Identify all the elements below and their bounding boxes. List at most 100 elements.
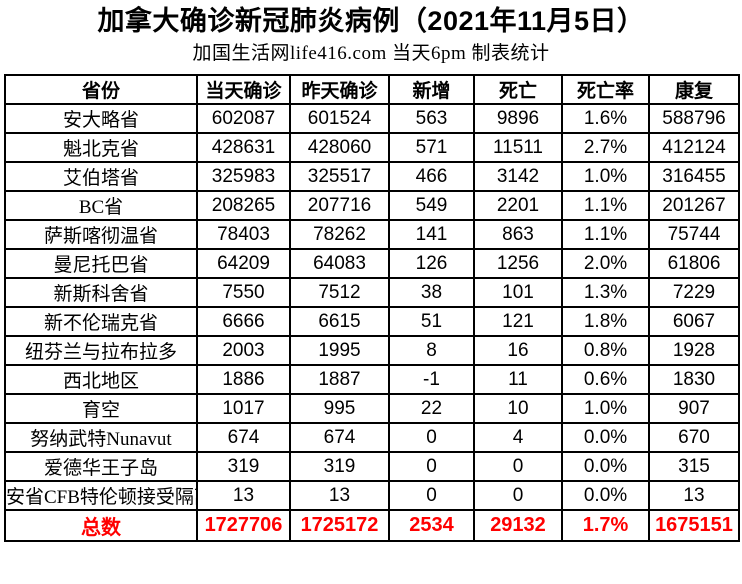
stat-value: 907 [648, 393, 740, 424]
stat-value: 13 [648, 480, 740, 511]
stat-value: 319 [196, 451, 291, 482]
stat-value: 11 [473, 364, 563, 395]
stat-value: 601524 [289, 103, 390, 134]
stat-value: 0 [388, 451, 475, 482]
table-row: 西北地区 1886 1887 -1 11 0.6% 1830 [4, 364, 740, 395]
province-name: 育空 [4, 393, 198, 424]
stat-value: 1.1% [561, 190, 650, 221]
stat-value: 1017 [196, 393, 291, 424]
stat-value: 6067 [648, 306, 740, 337]
stat-value: 325517 [289, 161, 390, 192]
stat-value: 412124 [648, 132, 740, 163]
total-value: 1675151 [648, 509, 740, 542]
table-row: 艾伯塔省 325983 325517 466 3142 1.0% 316455 [4, 161, 740, 192]
province-name: 安省CFB特伦顿接受隔离 [4, 480, 198, 511]
stat-value: 61806 [648, 248, 740, 279]
table-header-row: 省份 当天确诊 昨天确诊 新增 死亡 死亡率 康复 [4, 74, 740, 105]
stat-value: 3142 [473, 161, 563, 192]
stat-value: 563 [388, 103, 475, 134]
stat-value: 64209 [196, 248, 291, 279]
stat-value: 0.6% [561, 364, 650, 395]
stat-value: 0 [473, 480, 563, 511]
stat-value: 6615 [289, 306, 390, 337]
total-value: 29132 [473, 509, 563, 542]
table-row: 育空 1017 995 22 10 1.0% 907 [4, 393, 740, 424]
page-title: 加拿大确诊新冠肺炎病例（2021年11月5日） [97, 6, 645, 36]
province-name: 安大略省 [4, 103, 198, 134]
stat-value: 11511 [473, 132, 563, 163]
stat-value: 2003 [196, 335, 291, 366]
table-row: 安省CFB特伦顿接受隔离 13 13 0 0 0.0% 13 [4, 480, 740, 511]
province-name: 艾伯塔省 [4, 161, 198, 192]
table-row: 爱德华王子岛 319 319 0 0 0.0% 315 [4, 451, 740, 482]
column-header-0: 省份 [4, 74, 198, 105]
stat-value: 0 [473, 451, 563, 482]
column-header-1: 当天确诊 [196, 74, 291, 105]
stat-value: 208265 [196, 190, 291, 221]
stat-value: 64083 [289, 248, 390, 279]
table-row: 魁北克省 428631 428060 571 11511 2.7% 412124 [4, 132, 740, 163]
stat-value: 9896 [473, 103, 563, 134]
stat-value: 602087 [196, 103, 291, 134]
table-row: 萨斯喀彻温省 78403 78262 141 863 1.1% 75744 [4, 219, 740, 250]
stat-value: 207716 [289, 190, 390, 221]
stat-value: 0 [388, 422, 475, 453]
province-name: 爱德华王子岛 [4, 451, 198, 482]
table-row: 新斯科舍省 7550 7512 38 101 1.3% 7229 [4, 277, 740, 308]
table-row: 努纳武特Nunavut 674 674 0 4 0.0% 670 [4, 422, 740, 453]
stat-value: 38 [388, 277, 475, 308]
stat-value: -1 [388, 364, 475, 395]
stat-value: 22 [388, 393, 475, 424]
province-name: 新斯科舍省 [4, 277, 198, 308]
stat-value: 201267 [648, 190, 740, 221]
stat-value: 7229 [648, 277, 740, 308]
covid-stats-table: 省份 当天确诊 昨天确诊 新增 死亡 死亡率 康复 安大略省 602087 601524 563 9… [4, 74, 740, 542]
stat-value: 141 [388, 219, 475, 250]
column-header-6: 康复 [648, 74, 740, 105]
total-value: 1725172 [289, 509, 390, 542]
stat-value: 0.8% [561, 335, 650, 366]
stat-value: 571 [388, 132, 475, 163]
total-label: 总数 [4, 509, 198, 542]
stat-value: 995 [289, 393, 390, 424]
stat-value: 319 [289, 451, 390, 482]
stat-value: 4 [473, 422, 563, 453]
column-header-2: 昨天确诊 [289, 74, 390, 105]
table-row: BC省 208265 207716 549 2201 1.1% 201267 [4, 190, 740, 221]
stat-value: 6666 [196, 306, 291, 337]
table-row: 纽芬兰与拉布拉多 2003 1995 8 16 0.8% 1928 [4, 335, 740, 366]
stat-value: 549 [388, 190, 475, 221]
stat-value: 13 [289, 480, 390, 511]
stat-value: 121 [473, 306, 563, 337]
stat-value: 1.0% [561, 161, 650, 192]
stat-value: 75744 [648, 219, 740, 250]
total-value: 2534 [388, 509, 475, 542]
stat-value: 0.0% [561, 480, 650, 511]
stat-value: 315 [648, 451, 740, 482]
stat-value: 10 [473, 393, 563, 424]
total-value: 1.7% [561, 509, 650, 542]
stat-value: 670 [648, 422, 740, 453]
page-subtitle: 加国生活网life416.com 当天6pm 制表统计 [192, 43, 550, 64]
stat-value: 101 [473, 277, 563, 308]
stat-value: 51 [388, 306, 475, 337]
stat-value: 16 [473, 335, 563, 366]
stat-value: 674 [196, 422, 291, 453]
province-name: BC省 [4, 190, 198, 221]
province-name: 曼尼托巴省 [4, 248, 198, 279]
stat-value: 1.1% [561, 219, 650, 250]
stat-value: 126 [388, 248, 475, 279]
stat-value: 1.3% [561, 277, 650, 308]
province-name: 新不伦瑞克省 [4, 306, 198, 337]
stat-value: 2.0% [561, 248, 650, 279]
table-row: 新不伦瑞克省 6666 6615 51 121 1.8% 6067 [4, 306, 740, 337]
stat-value: 674 [289, 422, 390, 453]
total-row: 总数 1727706 1725172 2534 29132 1.7% 1675151 [4, 509, 740, 542]
column-header-4: 死亡 [473, 74, 563, 105]
province-name: 萨斯喀彻温省 [4, 219, 198, 250]
stat-value: 7550 [196, 277, 291, 308]
stat-value: 78403 [196, 219, 291, 250]
stat-value: 0.0% [561, 422, 650, 453]
stat-value: 1995 [289, 335, 390, 366]
